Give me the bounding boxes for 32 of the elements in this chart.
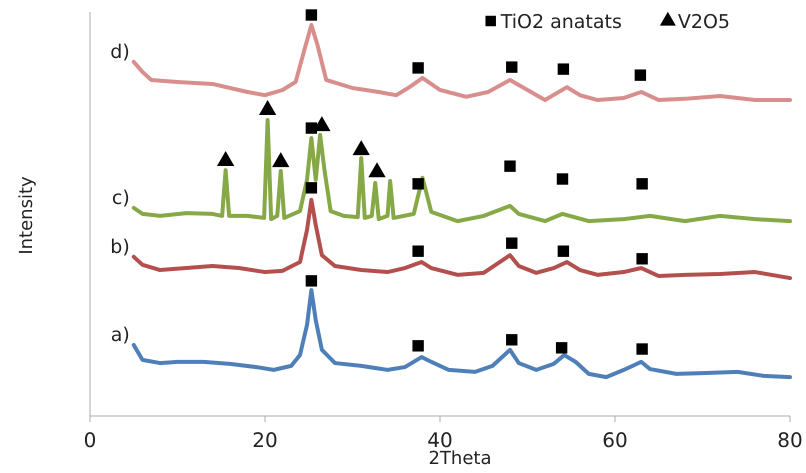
point [306, 122, 318, 134]
series-label: b) [110, 236, 130, 258]
point [636, 253, 648, 265]
point [506, 334, 518, 346]
point [636, 178, 648, 190]
x-tick-label: 0 [84, 428, 96, 452]
legend-label: TiO2 anatats [500, 11, 622, 33]
point [636, 343, 648, 355]
x-tick-label: 80 [777, 428, 803, 452]
point [306, 182, 318, 194]
x-tick-label: 20 [252, 428, 278, 452]
point [556, 342, 568, 354]
point [306, 9, 318, 21]
point [558, 245, 570, 257]
point [412, 62, 424, 74]
point [506, 237, 518, 249]
point [506, 61, 518, 73]
y-axis-title: Intensity [16, 176, 37, 255]
series-label: c) [112, 186, 130, 209]
series-label: d) [110, 40, 130, 63]
series-label: a) [110, 324, 130, 346]
point [556, 173, 568, 185]
x-tick-label: 60 [602, 428, 628, 452]
point [412, 178, 424, 190]
point [634, 69, 646, 81]
x-axis-title: 2Theta [428, 448, 492, 469]
point [558, 63, 570, 75]
point [306, 275, 318, 287]
legend-label: V2O5 [678, 11, 730, 33]
point [412, 245, 424, 257]
point [412, 340, 424, 352]
point [504, 160, 516, 172]
